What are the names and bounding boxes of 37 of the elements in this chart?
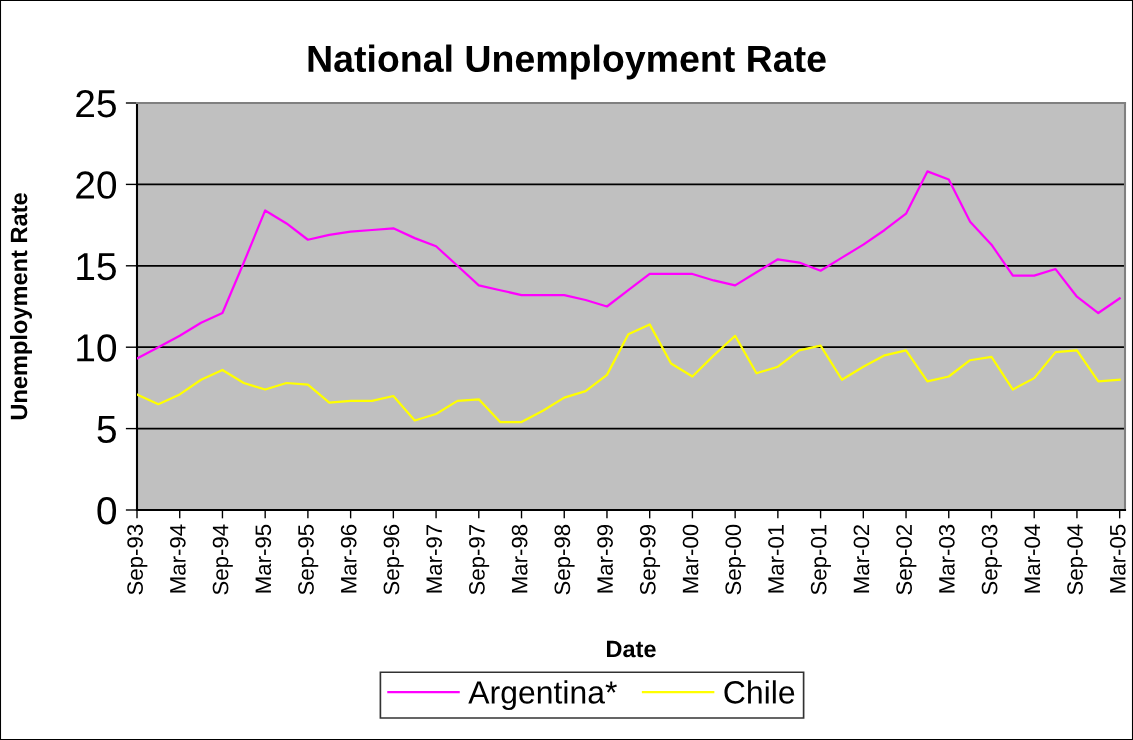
chart-title: National Unemployment Rate (308, 44, 826, 80)
x-tick-label: Sep-01 (810, 524, 831, 595)
x-tick-label: Sep-00 (725, 524, 746, 595)
x-tick-label: Mar-95 (255, 524, 272, 593)
x-tick-label: Sep-95 (298, 524, 319, 595)
x-tick-label: Mar-98 (511, 524, 528, 593)
x-tick-label: Sep-04 (1067, 524, 1088, 595)
y-tick-label: 10 (77, 334, 117, 362)
x-tick-label: Mar-99 (597, 524, 613, 593)
x-tick-label: Sep-96 (383, 524, 404, 595)
x-tick-label: Mar-02 (853, 525, 870, 593)
line-series (137, 323, 1121, 424)
y-tick-label: 0 (97, 496, 117, 525)
x-tick-label: Mar-01 (768, 524, 784, 593)
y-tick-label: 25 (76, 89, 116, 118)
x-tick-label: Sep-97 (469, 525, 490, 595)
y-axis-title: Unemployment Rate (9, 193, 32, 420)
x-tick-label: Mar-97 (426, 525, 443, 593)
x-tick-label: Sep-93 (127, 524, 148, 595)
x-axis-title: Date (606, 640, 656, 658)
y-tick-label: 20 (76, 171, 117, 199)
x-tick-label: Mar-94 (169, 524, 186, 593)
x-tick-label: Sep-98 (554, 524, 575, 595)
x-tick-label: Sep-99 (639, 524, 661, 595)
x-tick-label: Mar-96 (340, 524, 357, 593)
y-tick-label: 15 (77, 253, 116, 281)
x-tick-label: Sep-02 (896, 525, 917, 595)
x-tick-label: Sep-94 (212, 524, 233, 595)
legend-label: Chile (724, 680, 795, 704)
x-tick-label: Mar-04 (1024, 524, 1041, 593)
x-tick-label: Sep-03 (981, 524, 1002, 595)
legend-label: Argentina* (468, 680, 617, 711)
y-tick-label: 5 (97, 415, 116, 444)
x-tick-label: Mar-00 (682, 524, 699, 593)
line-series (137, 170, 1121, 360)
x-tick-label: Mar-05 (1109, 524, 1126, 593)
x-tick-label: Mar-03 (938, 524, 955, 593)
